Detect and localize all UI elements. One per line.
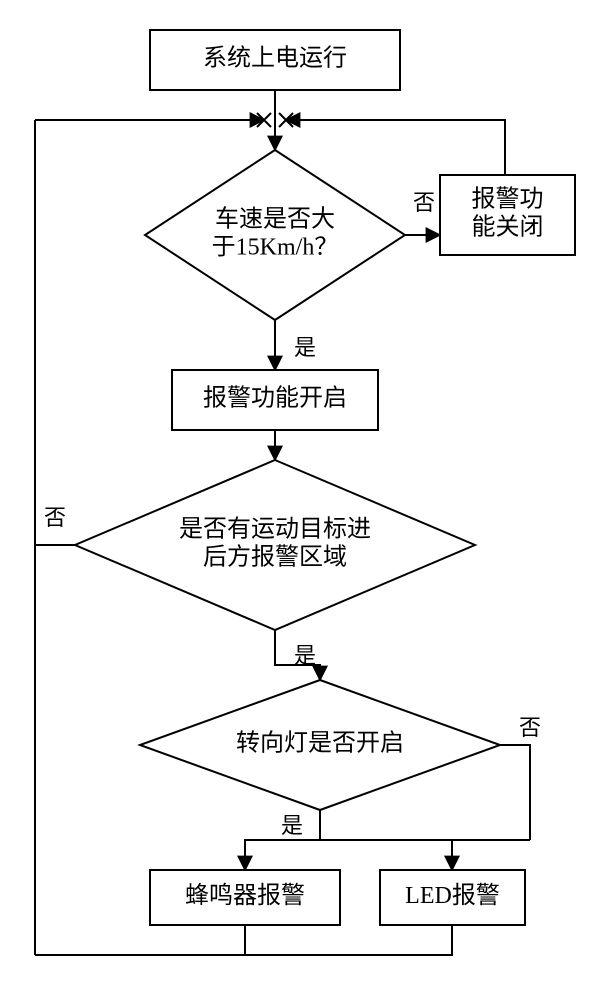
edge-led-loop [245,925,452,955]
edge-label-8: 否 [519,715,541,740]
edge-to-led-from-530 [452,840,530,870]
d_turn-text-0: 转向灯是否开启 [236,730,404,757]
d_target-text-0: 是否有运动目标进 [179,516,371,543]
buzzer-text-0: 蜂鸣器报警 [185,882,305,909]
d_speed-text-1: 于15Km/h？ [212,235,339,261]
edge-label-7: 是 [294,643,316,668]
open-text-0: 报警功能开启 [203,385,347,412]
edge-label-6: 否 [44,505,66,530]
edge-label-9: 是 [281,813,303,838]
edge-close-up-loop [286,120,505,175]
edge-label-4: 是 [294,335,316,360]
start-text-0: 系统上电运行 [203,45,347,72]
edge-d_turn-right [500,745,530,840]
close-text-0: 报警功 [472,186,544,213]
close-text-1: 能关闭 [472,214,544,241]
edge-buzzer-loop [35,925,245,955]
d_speed-text-0: 车速是否大 [215,206,335,233]
led-text-0: LED报警 [405,882,500,909]
edge-to-buzzer [245,840,320,870]
d_target-text-1: 后方报警区域 [203,544,347,571]
edge-label-2: 否 [413,190,435,215]
flowchart: 系统上电运行车速是否大于15Km/h？ 报警功能关闭报警功能开启是否有运动目标进后… [0,0,606,1000]
